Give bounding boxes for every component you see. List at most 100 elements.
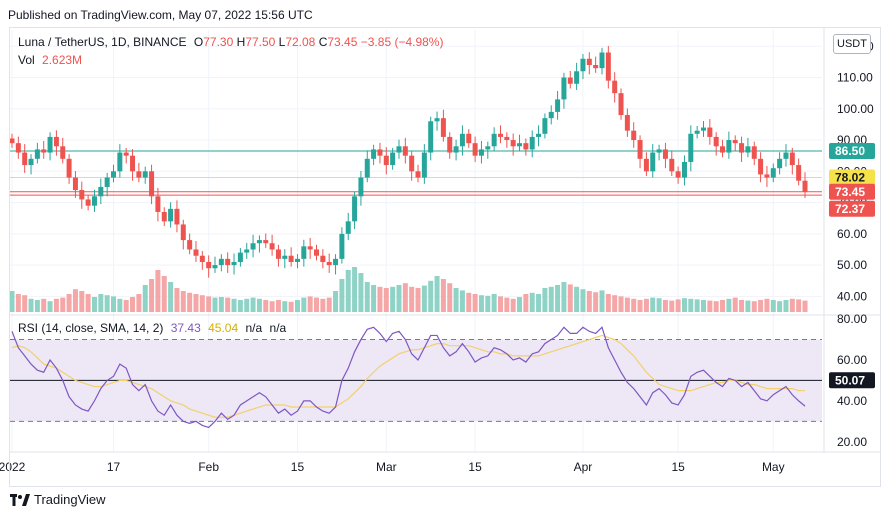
volume-label: Vol (18, 53, 35, 67)
candle-body (650, 152, 656, 172)
time-tick-label: 15 (468, 460, 482, 474)
candle-body (428, 121, 434, 153)
published-note: Published on TradingView.com, May 07, 20… (8, 8, 313, 22)
time-tick-label: 17 (107, 460, 121, 474)
candle-body (764, 174, 770, 178)
volume-bar (9, 291, 15, 312)
candle-body (72, 177, 78, 191)
candle-body (777, 158, 783, 169)
candle-body (187, 240, 193, 250)
volume-bar (624, 297, 630, 312)
volume-bar (212, 297, 218, 312)
low-value: 72.08 (285, 35, 316, 49)
price-tick-label: 50.00 (837, 258, 867, 272)
volume-bar (149, 279, 155, 312)
volume-bar (91, 297, 97, 312)
candle-body (529, 136, 535, 150)
volume-bar (472, 294, 478, 312)
rsi-na-1: n/a (245, 321, 263, 335)
candlesticks (9, 45, 808, 278)
volume-bar (726, 298, 732, 312)
candle-body (758, 158, 764, 175)
volume-bar (288, 301, 294, 312)
volume-bar (707, 300, 713, 312)
price-badge-label: 72.37 (835, 202, 865, 216)
candle-body (478, 149, 484, 156)
candle-body (745, 146, 751, 153)
volume-bar (98, 294, 104, 312)
volume-bar (282, 301, 288, 312)
volume-bar (574, 286, 580, 312)
volume-bar (421, 285, 427, 312)
volume-bar (28, 298, 34, 312)
candle-body (732, 140, 738, 144)
volume-bar (453, 288, 459, 312)
candle-body (751, 146, 757, 159)
candle-body (643, 158, 649, 172)
candle-body (396, 146, 402, 153)
rsi-tick-label: 20.00 (837, 435, 867, 449)
candle-body (485, 146, 491, 150)
candle-body (789, 152, 795, 166)
volume-bar (770, 300, 776, 312)
rsi-tick-label: 40.00 (837, 394, 867, 408)
rsi-axis: 80.00 60.00 40.00 20.00 50.07 (823, 28, 875, 452)
candle-body (574, 71, 580, 84)
time-tick-label: Apr (574, 460, 593, 474)
candle-body (548, 111, 554, 119)
symbol-name[interactable]: Luna / TetherUS, 1D, BINANCE (18, 35, 187, 49)
candle-body (675, 171, 681, 178)
candle-body (149, 171, 155, 197)
candle-body (459, 133, 465, 147)
volume-bar (320, 298, 326, 312)
candle-body (174, 208, 180, 225)
volume-bar (256, 298, 262, 312)
volume-bar (60, 297, 66, 312)
volume-bar (593, 292, 599, 312)
tradingview-brand[interactable]: TradingView (34, 492, 106, 507)
volume-bar (294, 300, 300, 312)
candle-body (117, 152, 123, 172)
open-value: 77.30 (203, 35, 234, 49)
volume-bar (745, 300, 751, 312)
candle-body (333, 258, 339, 266)
volume-bar (263, 300, 269, 312)
candle-body (637, 140, 643, 159)
candle-body (371, 149, 377, 159)
candle-body (536, 133, 542, 137)
candle-body (326, 261, 332, 266)
candle-body (605, 52, 611, 81)
rsi-label[interactable]: RSI (14, close, SMA, 14, 2) (18, 321, 164, 335)
tradingview-logo-icon (10, 493, 30, 506)
currency-selector[interactable]: USDT (833, 34, 871, 54)
volume-bar (764, 298, 770, 312)
candle-body (60, 146, 66, 159)
rsi-pane (10, 314, 881, 429)
volume-bar (314, 297, 320, 312)
volume-bar (47, 301, 53, 312)
open-label: O (193, 35, 204, 49)
candle-body (624, 115, 630, 131)
volume-bar (637, 300, 643, 312)
volume-bar (326, 297, 332, 312)
chart-frame (9, 27, 881, 487)
candle-body (694, 130, 700, 134)
candle-body (783, 152, 789, 159)
volume-bar (529, 292, 535, 312)
volume-bar (187, 292, 193, 312)
candle-body (517, 143, 523, 147)
candle-body (206, 261, 212, 269)
candle-body (314, 249, 320, 256)
volume-bar (34, 300, 40, 312)
time-tick-label: 15 (671, 460, 685, 474)
volume-bar (79, 291, 85, 312)
volume-bar (415, 288, 421, 312)
volume-bar (339, 279, 345, 312)
price-badge (829, 200, 875, 217)
candle-body (269, 243, 275, 250)
candle-body (681, 161, 687, 178)
volume-bar (675, 299, 681, 312)
volume-bar (650, 297, 656, 312)
time-axis: 2022 17 Feb 15 Mar 15 Apr 15 May (0, 451, 881, 474)
